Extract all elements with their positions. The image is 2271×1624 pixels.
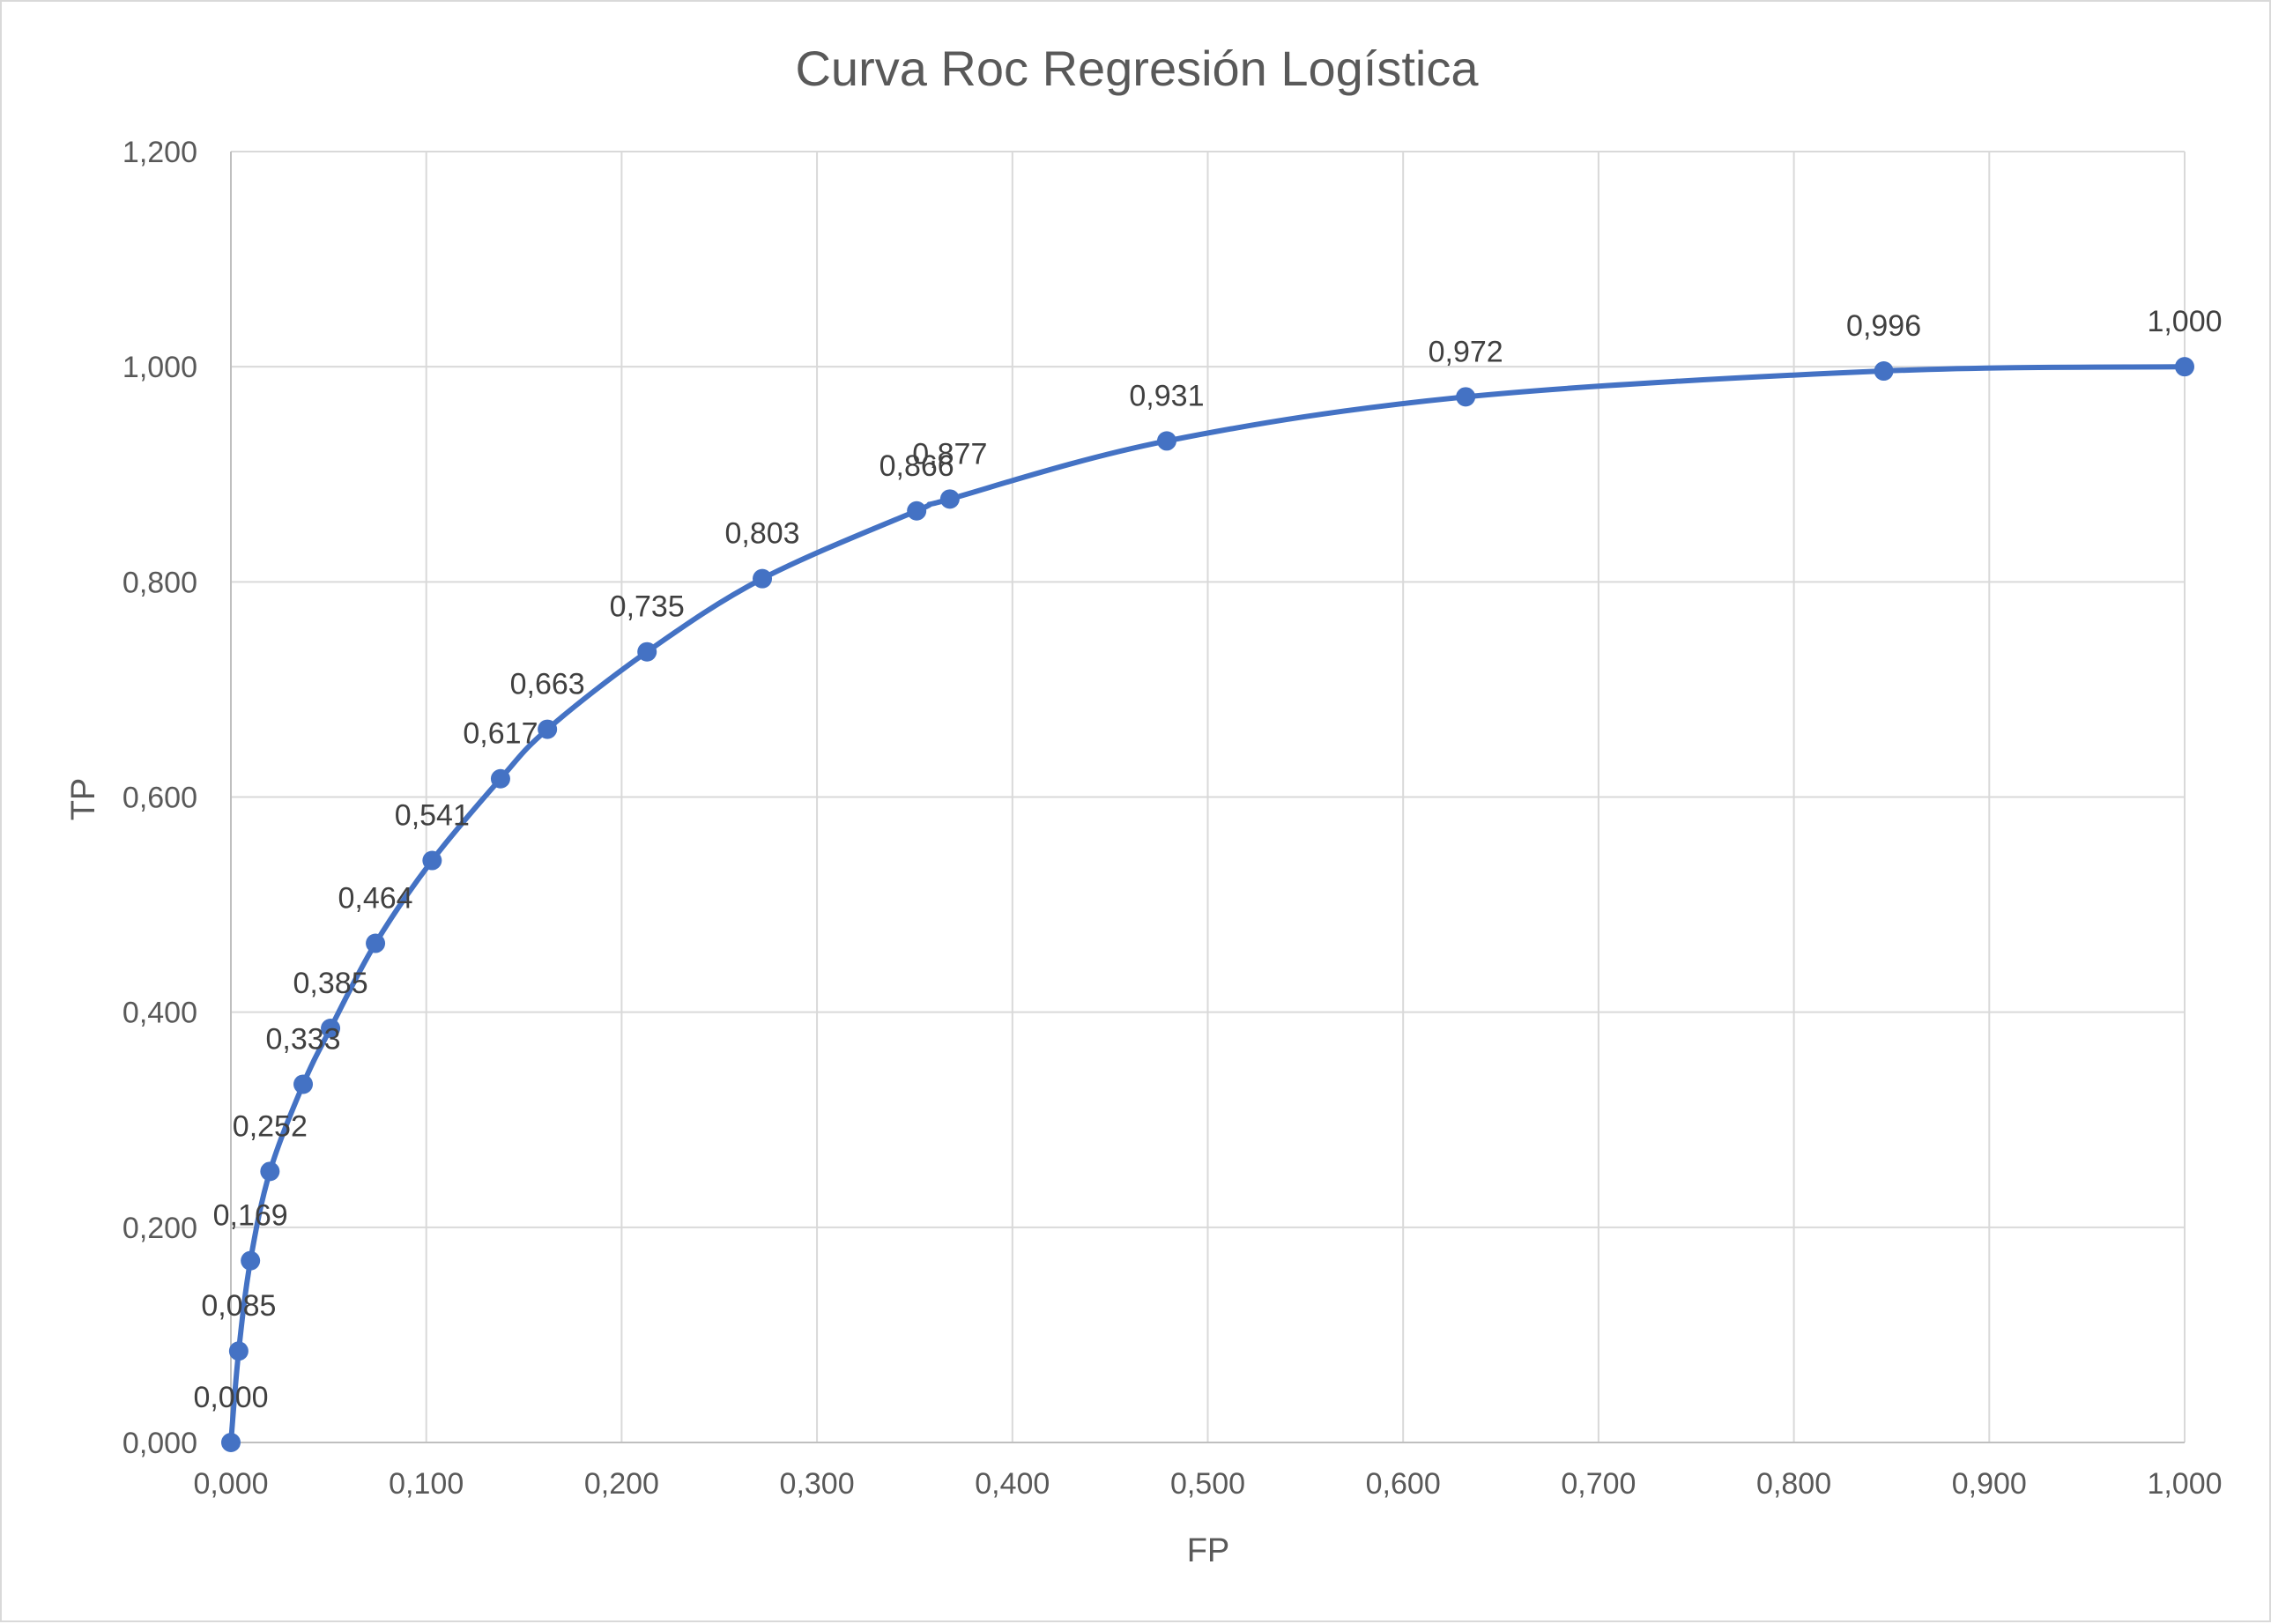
data-point — [1874, 361, 1894, 382]
data-label: 0,866 — [879, 449, 954, 483]
x-tick-label: 0,300 — [780, 1467, 855, 1501]
data-point — [907, 501, 927, 521]
data-label: 0,252 — [233, 1109, 308, 1143]
x-tick-label: 0,800 — [1756, 1467, 1831, 1501]
data-label: 0,617 — [463, 717, 538, 751]
x-tick-label: 0,200 — [584, 1467, 659, 1501]
chart-title: Curva Roc Regresión Logística — [795, 41, 1479, 96]
y-tick-label: 0,200 — [122, 1212, 197, 1245]
y-tick-label: 1,200 — [122, 136, 197, 169]
data-label: 0,464 — [338, 882, 413, 916]
data-point — [366, 933, 386, 953]
data-label: 0,803 — [724, 517, 799, 551]
data-label: 0,085 — [201, 1289, 276, 1323]
x-tick-label: 0,400 — [975, 1467, 1050, 1501]
y-tick-label: 0,800 — [122, 566, 197, 599]
data-point — [422, 850, 442, 871]
data-point — [1456, 387, 1476, 407]
data-label: 0,333 — [265, 1022, 340, 1056]
data-label: 0,996 — [1846, 309, 1921, 343]
data-label: 0,169 — [213, 1199, 288, 1233]
data-point — [221, 1433, 241, 1452]
data-label: 0,385 — [293, 967, 368, 1000]
data-label: 0,931 — [1129, 379, 1204, 412]
grid — [231, 151, 2186, 1442]
data-point — [538, 719, 558, 739]
data-point — [321, 1018, 341, 1038]
x-tick-label: 0,900 — [1952, 1467, 2027, 1501]
x-tick-label: 0,100 — [389, 1467, 464, 1501]
x-tick-label: 1,000 — [2147, 1467, 2222, 1501]
data-point — [1156, 431, 1176, 451]
data-point — [241, 1250, 261, 1271]
data-label: 0,663 — [510, 668, 585, 701]
x-tick-label: 0,700 — [1561, 1467, 1636, 1501]
y-tick-label: 1,000 — [122, 351, 197, 384]
x-tick-label: 0,500 — [1170, 1467, 1245, 1501]
axes: 0,000 0,100 0,200 0,300 0,400 0,500 0,600 0,700… — [122, 136, 2223, 1501]
data-point — [293, 1074, 314, 1094]
data-point — [939, 489, 960, 509]
data-point — [260, 1161, 280, 1182]
y-tick-label: 0,000 — [122, 1427, 197, 1460]
data-label: 0,735 — [610, 590, 685, 624]
data-labels: 0,000 0,085 0,169 0,252 0,333 0,385 0,464 0,541… — [193, 305, 2222, 1414]
data-label: 0,972 — [1429, 335, 1503, 368]
y-tick-label: 0,400 — [122, 997, 197, 1030]
data-point — [2175, 357, 2194, 377]
data-label: 1,000 — [2147, 305, 2222, 338]
data-label: 0,541 — [395, 799, 470, 833]
data-label: 0,000 — [193, 1381, 268, 1414]
data-point — [228, 1341, 249, 1361]
x-tick-label: 0,600 — [1366, 1467, 1441, 1501]
data-label: 0,877 — [912, 437, 987, 471]
x-axis-title: FP — [1187, 1532, 1230, 1569]
data-point — [490, 768, 510, 789]
y-axis-title: TP — [65, 778, 102, 821]
data-point — [637, 641, 657, 662]
y-tick-label: 0,600 — [122, 782, 197, 815]
x-tick-label: 0,000 — [193, 1467, 268, 1501]
data-point — [753, 568, 773, 589]
data-points — [221, 357, 2194, 1452]
